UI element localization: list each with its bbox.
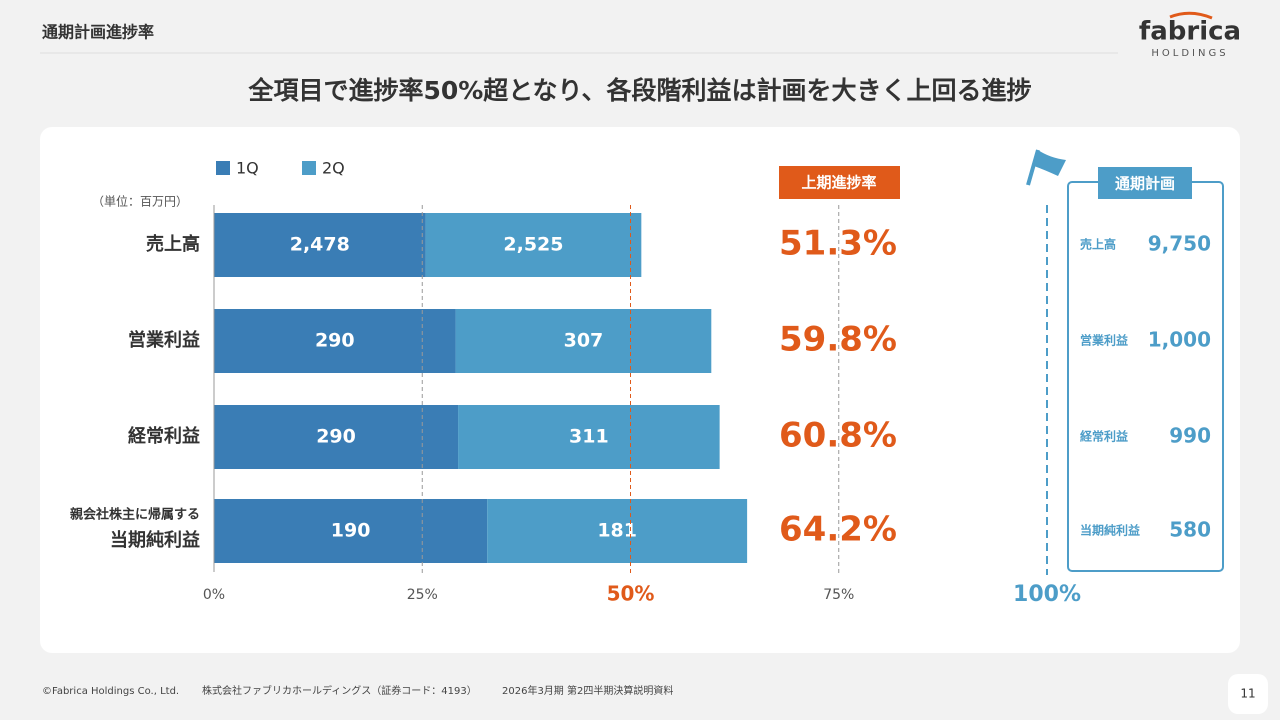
category-label: 当期純利益: [110, 529, 200, 551]
card: [40, 127, 1240, 653]
bar-label: 307: [564, 330, 604, 352]
bar-label: 190: [331, 520, 371, 542]
unit: （単位：百万円）: [92, 194, 188, 209]
progress-title: 上期進捗率: [801, 174, 876, 192]
page-number: 11: [1240, 687, 1255, 701]
flag-pole: [1026, 149, 1040, 186]
bar-label: 290: [315, 330, 355, 352]
progress-value: 59.8%: [779, 320, 897, 360]
bar: [214, 405, 459, 469]
legend-label: 2Q: [322, 159, 345, 178]
bar: [487, 499, 748, 563]
progress-value: 60.8%: [779, 416, 897, 456]
plan-value: 580: [1169, 518, 1211, 542]
legend-swatch: [302, 161, 316, 175]
flag: [1034, 150, 1066, 176]
progress-value: 64.2%: [779, 510, 897, 550]
x-tick-label: 0%: [203, 587, 225, 603]
logo: fabrica: [1139, 17, 1241, 47]
bar: [458, 405, 720, 469]
plan-value: 9,750: [1148, 232, 1211, 256]
legend-label: 1Q: [236, 159, 259, 178]
plan-label: 売上高: [1080, 237, 1116, 252]
category-label: 売上高: [146, 233, 200, 255]
document: 2026年3月期 第2四半期決算説明資料: [502, 684, 673, 697]
x-tick-label: 75%: [823, 587, 854, 603]
section-title: 通期計画進捗率: [42, 23, 154, 42]
bar: [455, 309, 712, 373]
bar-label: 311: [569, 426, 609, 448]
legend-swatch: [216, 161, 230, 175]
plan-value: 990: [1169, 424, 1211, 448]
progress-badge: [779, 166, 900, 199]
bar-label: 181: [597, 520, 637, 542]
x-tick-label: 50%: [607, 582, 655, 606]
plan-label: 営業利益: [1080, 333, 1128, 348]
bar-label: 2,478: [290, 234, 350, 256]
x-tick-label: 100%: [1013, 582, 1081, 607]
plan-label: 経常利益: [1080, 429, 1128, 444]
category-label: 経常利益: [128, 425, 200, 447]
bar: [214, 499, 488, 563]
plan-title: 通期計画: [1115, 175, 1175, 193]
bar-label: 290: [316, 426, 356, 448]
plan-value: 1,000: [1148, 328, 1211, 352]
bar-label: 2,525: [503, 234, 563, 256]
headline: 全項目で進捗率50%超となり、各段階利益は計画を大きく上回る進捗: [247, 76, 1031, 105]
bar: [214, 213, 426, 277]
logo-arc: [1169, 11, 1213, 20]
category-prefix: 親会社株主に帰属する: [70, 507, 200, 523]
plan-label: 当期純利益: [1080, 523, 1140, 538]
company: 株式会社ファブリカホールディングス（証券コード：4193）: [202, 684, 477, 697]
x-tick-label: 25%: [407, 587, 438, 603]
plan-badge: [1098, 167, 1192, 199]
progress-value: 51.3%: [779, 224, 897, 264]
bar: [214, 309, 456, 373]
bar: [425, 213, 642, 277]
category-label: 営業利益: [128, 329, 200, 351]
logo-sub: HOLDINGS: [1151, 48, 1228, 59]
copyright: ©Fabrica Holdings Co., Ltd.: [42, 686, 179, 697]
page-box: [1228, 674, 1268, 714]
